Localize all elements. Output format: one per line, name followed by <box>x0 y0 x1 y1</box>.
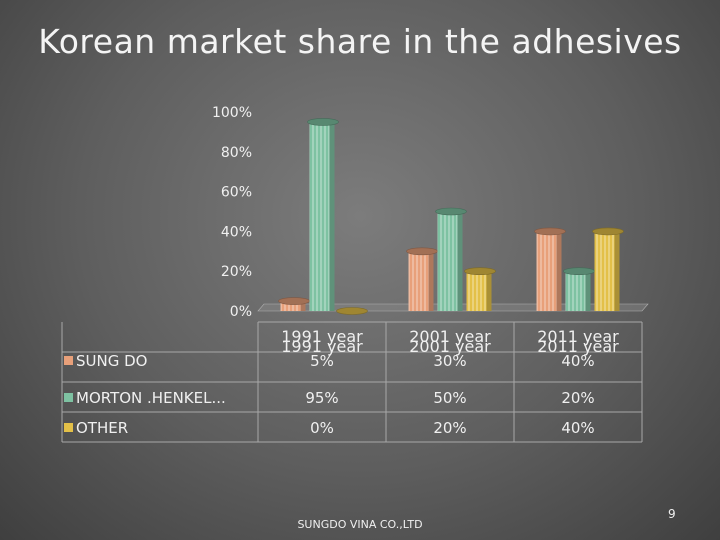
bar <box>534 227 566 311</box>
y-tick-label: 80% <box>221 145 252 161</box>
y-tick-label: 60% <box>221 185 252 201</box>
category-label: 1991 year <box>281 337 363 356</box>
data-cell-value: 50% <box>433 389 466 407</box>
y-tick-label: 40% <box>221 224 252 240</box>
page-number: 9 <box>668 507 676 521</box>
legend-swatch <box>64 393 73 402</box>
y-tick-label: 100% <box>212 105 252 121</box>
data-cell-value: 0% <box>310 419 334 437</box>
category-label: 2011 year <box>537 337 619 356</box>
data-cell-value: 20% <box>433 419 466 437</box>
bar <box>563 267 595 311</box>
legend-swatch <box>64 356 73 365</box>
y-axis: 0% 20% 40% 60% 80% 100% <box>212 105 252 320</box>
bar <box>592 227 624 311</box>
legend-label: MORTON .HENKEL... <box>76 389 226 407</box>
legend-label: OTHER <box>76 419 128 437</box>
bar <box>464 267 496 311</box>
data-cell-value: 20% <box>561 389 594 407</box>
bar <box>307 118 339 311</box>
bar <box>435 207 467 311</box>
legend-label: SUNG DO <box>76 352 147 370</box>
bar <box>336 307 368 315</box>
data-cell-value: 40% <box>561 352 594 370</box>
footer-company: SUNGDO VINA CO.,LTD <box>297 518 423 531</box>
bar <box>278 297 310 311</box>
slide-title: Korean market share in the adhesives <box>38 22 682 61</box>
y-tick-label: 0% <box>230 304 252 320</box>
category-label: 2001 year <box>409 327 491 346</box>
data-cell-value: 95% <box>305 389 338 407</box>
category-label: 2011 year <box>537 327 619 346</box>
category-label: 1991 year <box>281 327 363 346</box>
legend-swatch <box>64 423 73 432</box>
data-cell-value: 5% <box>310 352 334 370</box>
y-tick-label: 20% <box>221 264 252 280</box>
data-cell-value: 30% <box>433 352 466 370</box>
bar-series <box>278 118 624 315</box>
data-cell-value: 40% <box>561 419 594 437</box>
category-label: 2001 year <box>409 337 491 356</box>
bar <box>406 247 438 311</box>
